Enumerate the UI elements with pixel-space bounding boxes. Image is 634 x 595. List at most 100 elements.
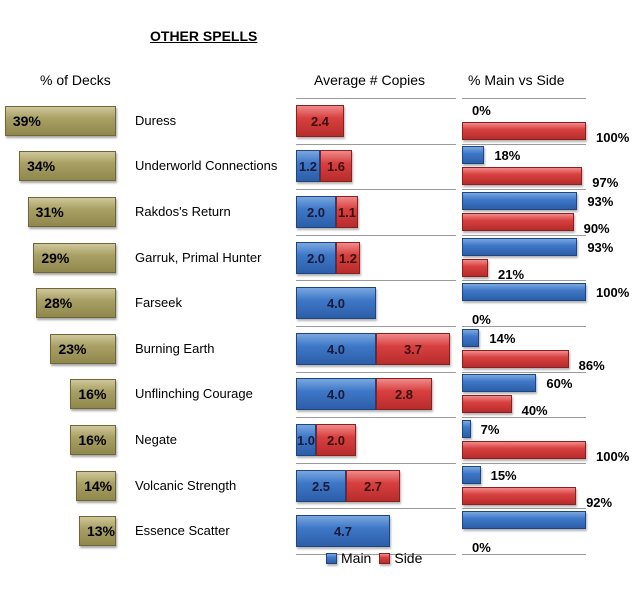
mainside-gridline bbox=[462, 417, 586, 418]
copies-main-label: 1.2 bbox=[298, 159, 318, 175]
category-label: Duress bbox=[135, 112, 177, 128]
mainside-gridline bbox=[462, 554, 586, 555]
copies-gridline bbox=[296, 508, 456, 509]
mainside-side-label: 21% bbox=[498, 266, 525, 282]
mainside-side-bar bbox=[462, 395, 512, 414]
copies-side-bar bbox=[376, 332, 450, 365]
mainside-gridline bbox=[462, 463, 586, 464]
copies-gridline bbox=[296, 463, 456, 464]
copies-side-bar bbox=[320, 150, 352, 183]
mainside-side-bar bbox=[462, 167, 583, 186]
copies-main-bar bbox=[296, 150, 320, 183]
copies-gridline bbox=[296, 98, 456, 99]
mainside-side-label: 0% bbox=[472, 540, 491, 556]
legend: Main Side bbox=[326, 550, 422, 566]
mainside-side-bar bbox=[462, 121, 586, 140]
decks-label: 16% bbox=[78, 432, 107, 448]
copies-main-bar bbox=[296, 332, 376, 365]
copies-gridline bbox=[296, 280, 456, 281]
copies-gridline bbox=[296, 189, 456, 190]
decks-bar bbox=[50, 333, 116, 364]
mainside-side-label: 0% bbox=[472, 312, 491, 328]
decks-panel-header: % of Decks bbox=[40, 72, 111, 88]
category-label: Volcanic Strength bbox=[135, 477, 237, 493]
mainside-main-label: 93% bbox=[587, 194, 614, 209]
category-label: Rakdos's Return bbox=[135, 204, 231, 219]
copies-main-label: 4.0 bbox=[326, 341, 346, 357]
copies-side-label: 3.7 bbox=[403, 341, 423, 357]
copies-main-bar bbox=[296, 287, 376, 320]
decks-bar bbox=[36, 288, 116, 319]
category-label: Garruk, Primal Hunter bbox=[135, 249, 262, 265]
decks-bar bbox=[19, 151, 116, 182]
decks-label: 16% bbox=[78, 386, 107, 403]
mainside-gridline bbox=[462, 98, 586, 99]
decks-bar bbox=[4, 105, 116, 136]
mainside-side-bar bbox=[462, 349, 569, 368]
legend-main-swatch bbox=[326, 552, 337, 564]
mainside-gridline bbox=[462, 144, 586, 145]
mainside-side-label: 92% bbox=[586, 494, 613, 510]
mainside-side-label: 100% bbox=[596, 449, 630, 464]
decks-bar bbox=[76, 470, 116, 501]
legend-side-label: Side bbox=[394, 550, 423, 566]
decks-label: 23% bbox=[58, 340, 87, 357]
copies-main-label: 4.0 bbox=[326, 296, 346, 312]
mainside-gridline bbox=[462, 326, 586, 327]
copies-gridline bbox=[296, 326, 456, 327]
copies-side-bar bbox=[336, 241, 360, 274]
copies-side-bar bbox=[336, 196, 358, 228]
legend-side-swatch bbox=[379, 552, 391, 564]
copies-side-label: 2.7 bbox=[363, 478, 383, 494]
mainside-main-label: 15% bbox=[490, 467, 517, 483]
mainside-main-bar bbox=[462, 283, 586, 302]
decks-label: 34% bbox=[27, 158, 56, 175]
decks-bar bbox=[27, 197, 116, 227]
category-label: Unflinching Courage bbox=[135, 386, 253, 402]
copies-main-label: 1.0 bbox=[296, 433, 316, 448]
mainside-side-label: 40% bbox=[521, 403, 548, 419]
mainside-side-bar bbox=[462, 213, 574, 231]
category-label: Farseek bbox=[135, 295, 182, 311]
copies-gridline bbox=[296, 235, 456, 236]
mainside-main-bar bbox=[462, 511, 586, 530]
copies-side-label: 2.0 bbox=[326, 433, 346, 448]
copies-gridline bbox=[296, 417, 456, 418]
copies-main-label: 2.0 bbox=[306, 250, 326, 266]
copies-gridline bbox=[296, 144, 456, 145]
decks-label: 29% bbox=[41, 249, 70, 266]
copies-side-label: 1.6 bbox=[326, 159, 346, 175]
copies-gridline bbox=[296, 372, 456, 373]
category-label: Essence Scatter bbox=[135, 523, 230, 539]
decks-label: 39% bbox=[12, 112, 41, 129]
copies-main-bar bbox=[296, 241, 336, 274]
copies-side-label: 2.8 bbox=[394, 387, 414, 403]
mainside-main-label: 18% bbox=[494, 148, 521, 164]
mainside-main-bar bbox=[462, 374, 537, 393]
mainside-main-bar bbox=[462, 146, 485, 165]
copies-side-bar bbox=[316, 424, 356, 456]
category-label: Negate bbox=[135, 432, 177, 447]
mainside-main-label: 0% bbox=[472, 102, 491, 118]
copies-main-label: 2.0 bbox=[306, 205, 326, 220]
mainside-main-bar bbox=[462, 465, 481, 484]
copies-side-bar bbox=[346, 469, 400, 502]
copies-main-label: 4.0 bbox=[326, 387, 346, 403]
mainside-gridline bbox=[462, 508, 586, 509]
legend-main-label: Main bbox=[341, 550, 372, 566]
copies-side-label: 1.2 bbox=[338, 250, 358, 266]
mainside-main-bar bbox=[462, 420, 471, 438]
mainside-gridline bbox=[462, 372, 586, 373]
mainside-side-bar bbox=[462, 441, 586, 459]
decks-bar bbox=[70, 425, 116, 455]
copies-main-bar bbox=[296, 196, 336, 228]
decks-bar bbox=[33, 242, 116, 273]
mainside-main-bar bbox=[462, 192, 578, 210]
copies-main-bar bbox=[296, 378, 376, 411]
copies-main-label: 4.7 bbox=[333, 524, 353, 540]
mainside-main-bar bbox=[462, 237, 578, 256]
copies-main-bar bbox=[296, 515, 390, 548]
category-label: Burning Earth bbox=[135, 340, 215, 356]
mainside-main-label: 60% bbox=[546, 376, 573, 392]
mainside-gridline bbox=[462, 235, 586, 236]
